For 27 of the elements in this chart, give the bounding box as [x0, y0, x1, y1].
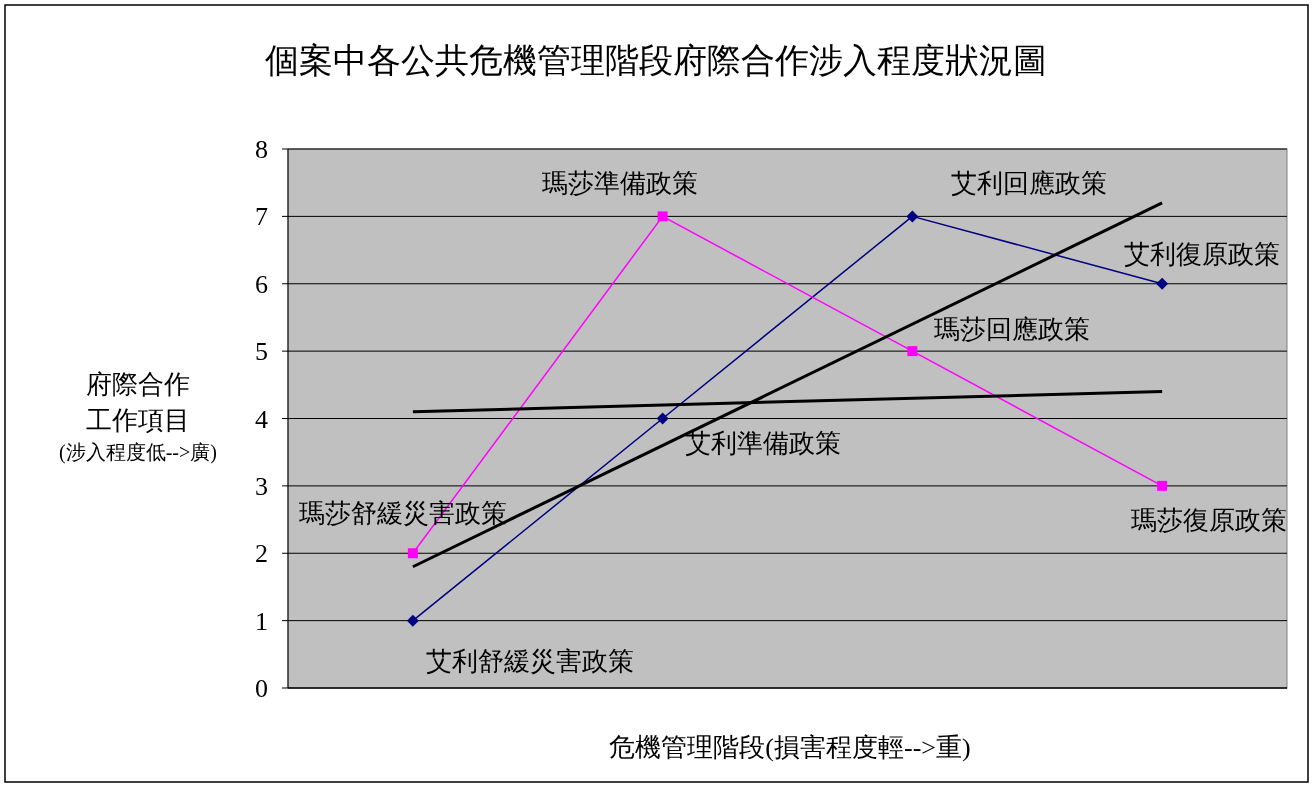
x-axis-title: 危機管理階段(損害程度輕-->重): [609, 733, 971, 762]
point: [907, 346, 918, 357]
point: [407, 548, 418, 559]
y-tick-label: 4: [255, 404, 268, 434]
y-tick-label: 6: [255, 269, 268, 299]
data-label: 艾利復原政策: [1124, 239, 1281, 269]
y-tick-label: 7: [255, 202, 268, 232]
point: [406, 614, 419, 627]
data-label: 瑪莎準備政策: [541, 169, 698, 199]
point: [1156, 277, 1169, 290]
chart-title: 個案中各公共危機管理階段府際合作涉入程度狀況圖: [265, 42, 1047, 79]
data-label: 艾利準備政策: [684, 428, 841, 458]
point: [656, 412, 669, 425]
y-tick-label: 5: [255, 337, 268, 367]
y-tick-label: 2: [255, 539, 268, 569]
y-tick-label: 3: [255, 471, 268, 501]
point: [1157, 480, 1168, 491]
point: [657, 211, 668, 222]
y-tick-label: 8: [255, 135, 268, 164]
point: [906, 210, 919, 223]
data-label: 瑪莎復原政策: [1131, 505, 1288, 535]
y-tick-label: 1: [255, 606, 268, 636]
y-tick-label: 0: [255, 674, 268, 703]
data-label: 艾利回應政策: [951, 169, 1108, 199]
data-label: 艾利舒緩災害政策: [425, 646, 634, 676]
data-label: 瑪莎回應政策: [934, 315, 1091, 345]
y-axis-title: 府際合作工作項目(涉入程度低-->廣): [59, 370, 217, 464]
